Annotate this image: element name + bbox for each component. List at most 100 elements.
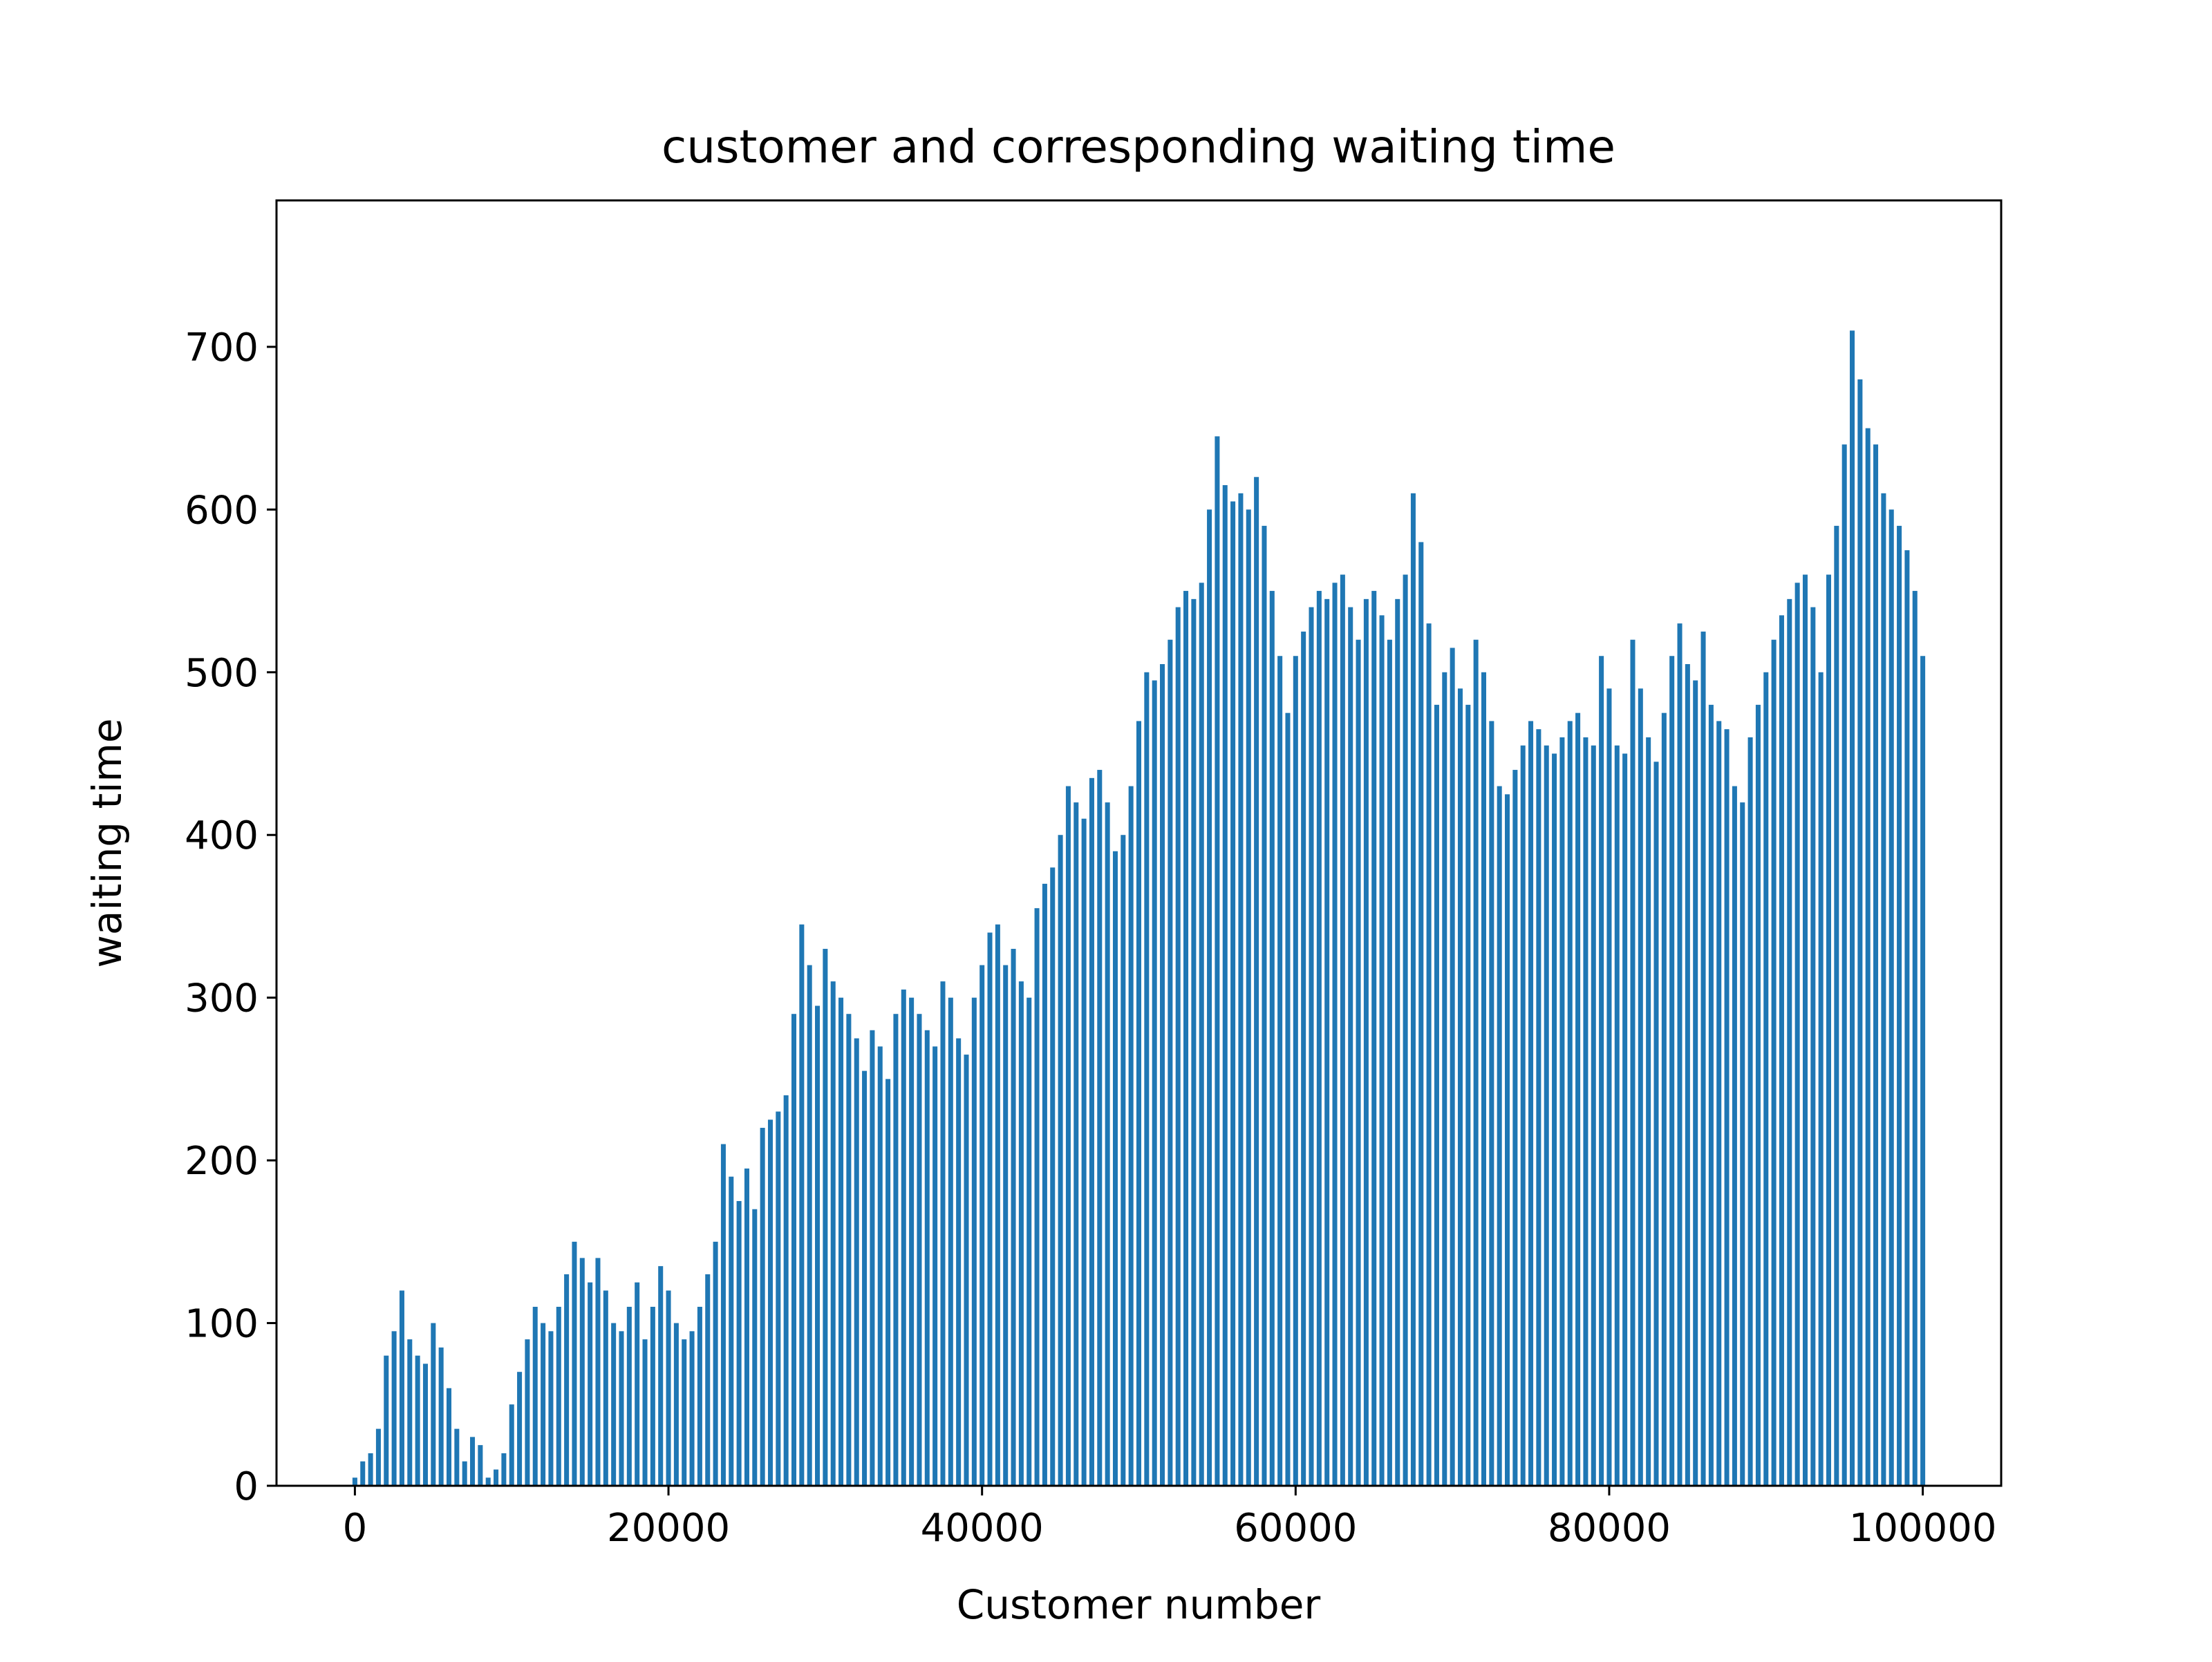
bar	[1222, 485, 1228, 1486]
bar	[564, 1274, 570, 1486]
bar	[407, 1339, 413, 1486]
bar	[1395, 598, 1400, 1486]
bar	[846, 1014, 852, 1486]
bar	[375, 1428, 381, 1486]
bar	[1622, 753, 1628, 1486]
bar	[1301, 631, 1306, 1486]
bar	[1065, 786, 1071, 1486]
bar	[454, 1428, 460, 1486]
bar	[1246, 509, 1251, 1486]
bar	[352, 1477, 357, 1486]
bar	[1324, 598, 1330, 1486]
bar	[446, 1388, 452, 1486]
bar	[1505, 794, 1510, 1486]
bar	[776, 1111, 781, 1486]
bar	[964, 1055, 969, 1486]
bar	[1121, 835, 1126, 1486]
bar	[987, 932, 993, 1486]
y-tick-label: 200	[185, 1139, 259, 1184]
bar	[729, 1176, 734, 1486]
bar	[548, 1331, 554, 1486]
bar	[673, 1323, 679, 1486]
bar	[807, 965, 812, 1486]
bar	[1152, 680, 1157, 1486]
bar	[1630, 639, 1635, 1486]
bar	[995, 924, 1000, 1486]
bar	[924, 1030, 930, 1486]
bar	[901, 989, 906, 1486]
bar	[470, 1437, 476, 1486]
bar	[1309, 607, 1314, 1486]
y-tick-label: 0	[234, 1464, 259, 1509]
y-tick-label: 100	[185, 1302, 259, 1347]
bar	[971, 997, 977, 1486]
bar	[767, 1120, 773, 1486]
bar	[1262, 525, 1267, 1486]
x-tick-label: 60000	[1234, 1506, 1357, 1551]
bar	[1881, 493, 1886, 1486]
bar	[1818, 672, 1824, 1486]
bar	[1865, 428, 1871, 1486]
bar	[588, 1282, 593, 1486]
x-axis-ticks: 0 20000 40000 60000 80000 100000	[343, 1486, 1996, 1551]
bar	[1191, 598, 1197, 1486]
bar	[791, 1014, 797, 1486]
bar	[1371, 591, 1377, 1486]
bar	[1105, 802, 1110, 1486]
y-tick-label: 400	[185, 813, 259, 858]
bar	[1230, 501, 1236, 1486]
bar	[1285, 712, 1291, 1486]
bar	[1042, 883, 1047, 1486]
bar	[1497, 786, 1502, 1486]
bar	[1207, 509, 1212, 1486]
bar	[1614, 745, 1620, 1486]
bar	[525, 1339, 530, 1486]
bar	[541, 1323, 546, 1486]
bar	[1802, 574, 1808, 1486]
chart-title: customer and corresponding waiting time	[662, 120, 1615, 173]
bar	[1089, 777, 1094, 1486]
bar	[509, 1404, 514, 1486]
bar	[689, 1331, 695, 1486]
bar	[1418, 542, 1424, 1486]
bar	[642, 1339, 648, 1486]
bar	[932, 1046, 938, 1486]
bar	[1810, 607, 1816, 1486]
x-axis-label: Customer number	[957, 1581, 1321, 1628]
bar	[1489, 721, 1494, 1486]
bar	[1685, 664, 1690, 1486]
bar	[697, 1307, 702, 1486]
bar	[1144, 672, 1150, 1486]
bar	[948, 997, 953, 1486]
bar	[635, 1282, 640, 1486]
bar	[1653, 762, 1659, 1486]
bar	[1857, 379, 1863, 1486]
bar	[1834, 525, 1839, 1486]
bar	[1403, 574, 1408, 1486]
bar	[870, 1030, 875, 1486]
bar	[1097, 770, 1103, 1486]
bar	[1920, 656, 1926, 1486]
bar	[462, 1461, 467, 1486]
bars	[352, 330, 1926, 1486]
bar	[1316, 591, 1322, 1486]
bar	[705, 1274, 711, 1486]
bar	[744, 1168, 749, 1486]
bar	[1254, 477, 1259, 1486]
bar	[595, 1258, 601, 1486]
bar	[517, 1372, 523, 1486]
bar	[391, 1331, 397, 1486]
bar	[1677, 623, 1683, 1486]
bar	[415, 1355, 420, 1486]
bar	[1669, 656, 1675, 1486]
bar	[1168, 639, 1173, 1486]
bar	[368, 1453, 373, 1486]
bar	[885, 1079, 891, 1486]
bar	[1277, 656, 1283, 1486]
bar	[1128, 786, 1134, 1486]
bar	[1708, 704, 1714, 1486]
bar	[862, 1070, 868, 1486]
bar	[1763, 672, 1769, 1486]
bar	[1348, 607, 1353, 1486]
